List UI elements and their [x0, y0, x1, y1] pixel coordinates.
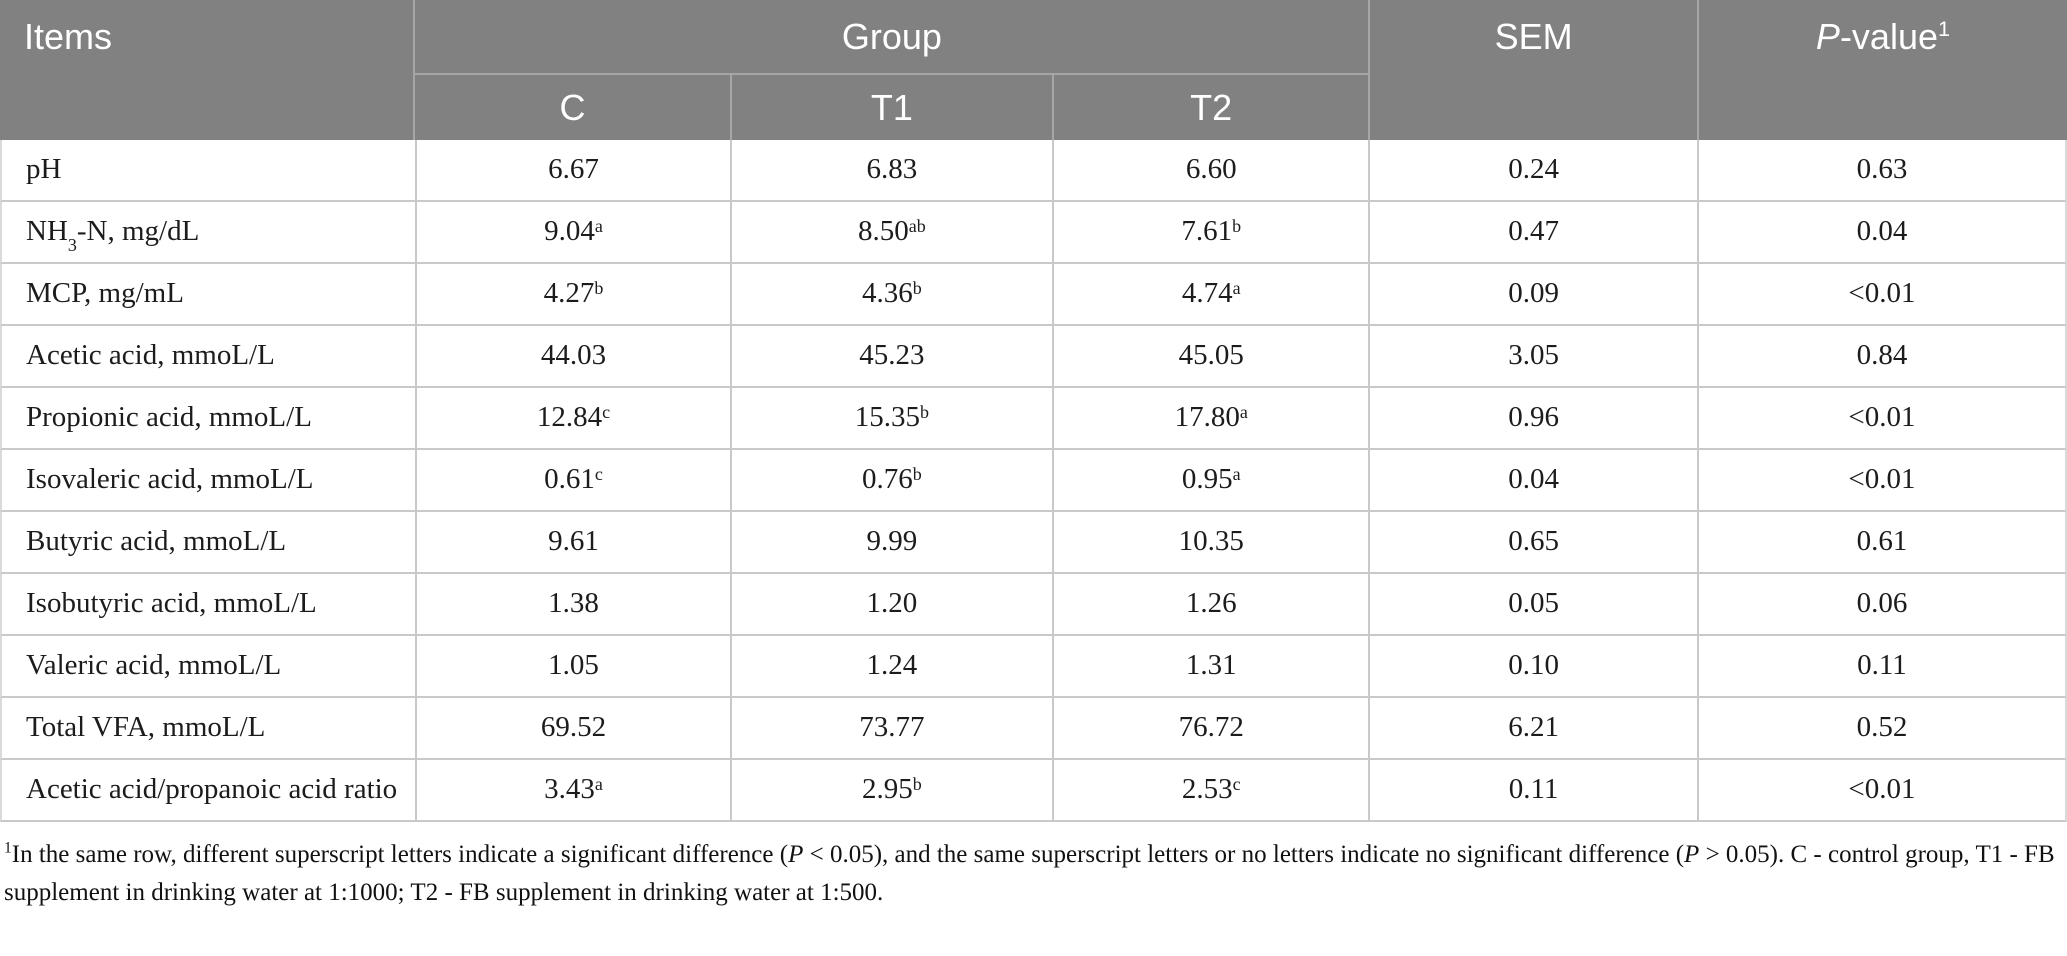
cell-p: 0.61 [1696, 512, 2067, 574]
cell-sem: 0.24 [1368, 140, 1697, 202]
cell-t1: 8.50ab [729, 202, 1053, 264]
cell-c: 6.67 [415, 140, 730, 202]
cell-p: <0.01 [1696, 264, 2067, 326]
row-label: Valeric acid, mmoL/L [0, 636, 416, 698]
cell-c: 1.05 [415, 636, 730, 698]
cell-sem: 3.05 [1368, 326, 1697, 388]
footnote: 1In the same row, different superscript … [4, 839, 2055, 906]
cell-t2: 7.61b [1052, 202, 1369, 264]
cell-sem: 0.47 [1368, 202, 1697, 264]
cell-t2: 17.80a [1052, 388, 1369, 450]
cell-t1: 1.20 [729, 574, 1053, 636]
row-label: Acetic acid, mmoL/L [0, 326, 416, 388]
cell-p: 0.04 [1696, 202, 2067, 264]
rumen-parameters-table: Items Group SEM P-value1 C T1 T2 pH 6.67 6… [0, 0, 2067, 822]
cell-sem: 0.11 [1368, 760, 1697, 822]
cell-p: <0.01 [1696, 388, 2067, 450]
table-row: Butyric acid, mmoL/L 9.61 9.99 10.35 0.65 0.6… [0, 512, 2067, 574]
cell-t1: 1.24 [729, 636, 1053, 698]
cell-c: 9.04a [415, 202, 730, 264]
row-label: Butyric acid, mmoL/L [0, 512, 416, 574]
row-label: pH [0, 140, 416, 202]
row-label: NH3-N, mg/dL [0, 202, 416, 264]
cell-sem: 0.65 [1368, 512, 1697, 574]
table-row: Acetic acid, mmoL/L 44.03 45.23 45.05 3.05 0.… [0, 326, 2067, 388]
cell-p: 0.06 [1696, 574, 2067, 636]
cell-t2: 1.31 [1052, 636, 1369, 698]
cell-t2: 6.60 [1052, 140, 1369, 202]
cell-sem: 0.96 [1368, 388, 1697, 450]
table-row: Valeric acid, mmoL/L 1.05 1.24 1.31 0.10 0.11 [0, 636, 2067, 698]
cell-c: 4.27b [415, 264, 730, 326]
table-row: Isobutyric acid, mmoL/L 1.38 1.20 1.26 0.05 0… [0, 574, 2067, 636]
row-label: Isobutyric acid, mmoL/L [0, 574, 416, 636]
col-header-pvalue: P-value1 [1696, 0, 2067, 140]
cell-t1: 9.99 [729, 512, 1053, 574]
cell-t1: 6.83 [729, 140, 1053, 202]
table-row: Isovaleric acid, mmoL/L 0.61c 0.76b 0.95a 0.… [0, 450, 2067, 512]
row-label: Total VFA, mmoL/L [0, 698, 416, 760]
row-label: Acetic acid/propanoic acid ratio [0, 760, 416, 822]
row-label: MCP, mg/mL [0, 264, 416, 326]
col-header-t1: T1 [729, 73, 1053, 140]
col-header-items: Items [0, 0, 416, 140]
table-row: Total VFA, mmoL/L 69.52 73.77 76.72 6.21 0.52 [0, 698, 2067, 760]
cell-c: 12.84c [415, 388, 730, 450]
cell-t1: 4.36b [729, 264, 1053, 326]
cell-t2: 2.53c [1052, 760, 1369, 822]
cell-c: 0.61c [415, 450, 730, 512]
cell-t1: 0.76b [729, 450, 1053, 512]
cell-sem: 0.05 [1368, 574, 1697, 636]
cell-p: 0.52 [1696, 698, 2067, 760]
cell-c: 3.43a [415, 760, 730, 822]
cell-c: 9.61 [415, 512, 730, 574]
cell-t1: 15.35b [729, 388, 1053, 450]
cell-p: <0.01 [1696, 450, 2067, 512]
table-row: Acetic acid/propanoic acid ratio 3.43a 2.9… [0, 760, 2067, 822]
cell-p: 0.11 [1696, 636, 2067, 698]
col-header-t2: T2 [1052, 73, 1369, 140]
cell-t2: 1.26 [1052, 574, 1369, 636]
cell-t1: 2.95b [729, 760, 1053, 822]
cell-sem: 0.09 [1368, 264, 1697, 326]
table-row: pH 6.67 6.83 6.60 0.24 0.63 [0, 140, 2067, 202]
table-row: MCP, mg/mL 4.27b 4.36b 4.74a 0.09 <0.01 [0, 264, 2067, 326]
col-header-group: Group [415, 0, 1369, 73]
table-body: pH 6.67 6.83 6.60 0.24 0.63 NH3-N, mg/dL 9.04a 8… [0, 140, 2067, 822]
cell-sem: 0.10 [1368, 636, 1697, 698]
cell-sem: 6.21 [1368, 698, 1697, 760]
cell-t2: 0.95a [1052, 450, 1369, 512]
cell-c: 44.03 [415, 326, 730, 388]
col-header-c: C [415, 73, 730, 140]
header-row-subgroups: C T1 T2 [0, 73, 2067, 140]
col-header-sem: SEM [1368, 0, 1697, 140]
cell-t1: 73.77 [729, 698, 1053, 760]
cell-p: 0.84 [1696, 326, 2067, 388]
cell-t1: 45.23 [729, 326, 1053, 388]
cell-t2: 4.74a [1052, 264, 1369, 326]
cell-c: 69.52 [415, 698, 730, 760]
cell-p: <0.01 [1696, 760, 2067, 822]
cell-p: 0.63 [1696, 140, 2067, 202]
cell-t2: 76.72 [1052, 698, 1369, 760]
row-label: Propionic acid, mmoL/L [0, 388, 416, 450]
table-row: NH3-N, mg/dL 9.04a 8.50ab 7.61b 0.47 0.04 [0, 202, 2067, 264]
cell-sem: 0.04 [1368, 450, 1697, 512]
table-header: Items Group SEM P-value1 C T1 T2 [0, 0, 2067, 140]
row-label: Isovaleric acid, mmoL/L [0, 450, 416, 512]
cell-c: 1.38 [415, 574, 730, 636]
table-row: Propionic acid, mmoL/L 12.84c 15.35b 17.80a… [0, 388, 2067, 450]
cell-t2: 10.35 [1052, 512, 1369, 574]
cell-t2: 45.05 [1052, 326, 1369, 388]
header-row-top: Items Group SEM P-value1 [0, 0, 2067, 140]
